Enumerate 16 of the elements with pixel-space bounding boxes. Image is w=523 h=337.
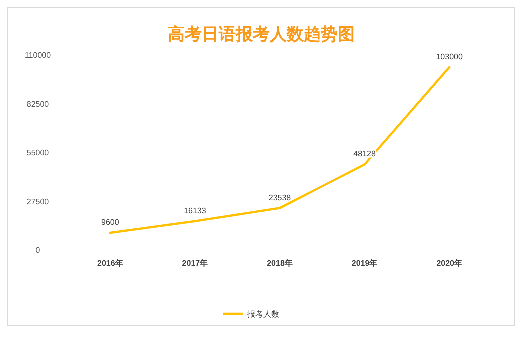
- data-label: 9600: [102, 218, 120, 227]
- data-label: 103000: [436, 52, 464, 62]
- x-tick-label: 2018年: [267, 259, 293, 268]
- y-tick-label: 0: [36, 246, 41, 255]
- y-tick-label: 110000: [24, 51, 52, 60]
- y-tick-label: 55000: [26, 148, 50, 158]
- data-label: 16133: [184, 206, 207, 216]
- y-tick-label: 27500: [26, 197, 50, 206]
- legend-label: 报考人数: [246, 310, 280, 319]
- data-label: 23538: [268, 193, 292, 202]
- x-tick-label: 2019年: [352, 259, 378, 268]
- x-tick-label: 2016年: [98, 259, 124, 268]
- x-tick-label: 2017年: [182, 259, 208, 268]
- chart-title: 高考日语报考人数趋势图: [168, 25, 355, 44]
- y-tick-label: 82500: [26, 100, 50, 109]
- x-tick-label: 2020年: [436, 259, 462, 268]
